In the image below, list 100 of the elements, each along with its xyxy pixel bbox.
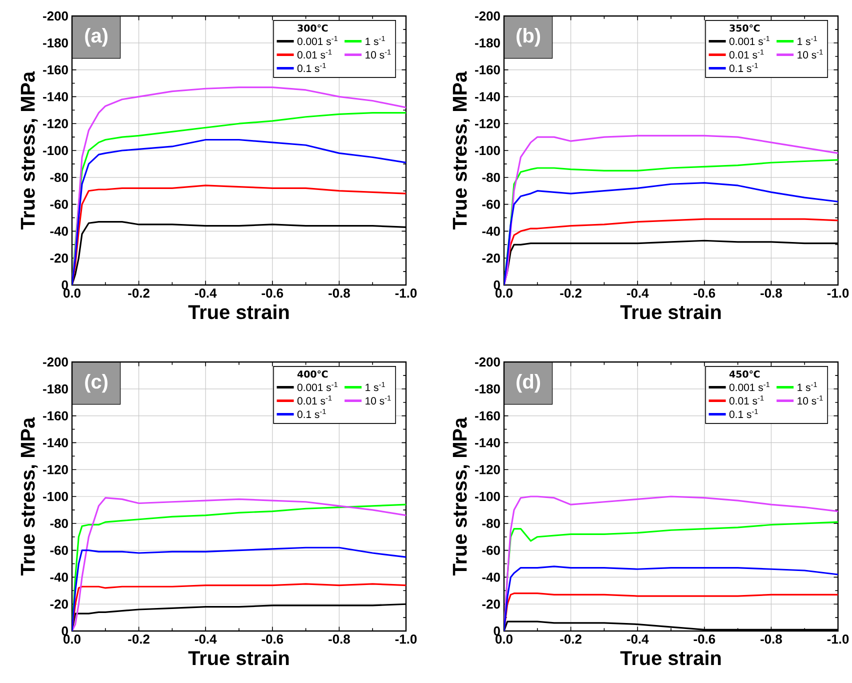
y-tick-label: -200 bbox=[475, 357, 500, 367]
y-tick-label: -100 bbox=[43, 492, 68, 502]
x-axis-title: True strain bbox=[620, 304, 721, 320]
annotation: (b) bbox=[516, 28, 540, 47]
legend-label: 0.1 s$^{-1}$ bbox=[729, 408, 758, 418]
y-tick-label: -100 bbox=[43, 146, 68, 156]
legend-label: 1 s$^{-1}$ bbox=[798, 36, 817, 46]
legend-label: 0.01 s$^{-1}$ bbox=[297, 49, 332, 59]
x-tick-label: -0.4 bbox=[194, 634, 217, 644]
y-tick-label: -180 bbox=[475, 38, 500, 48]
x-tick-label: -0.8 bbox=[760, 288, 782, 298]
x-tick-label: 0.0 bbox=[496, 634, 512, 644]
y-tick-label: 0 bbox=[494, 626, 500, 636]
legend-label: 0.1 s$^{-1}$ bbox=[297, 408, 326, 418]
y-tick-label: -80 bbox=[50, 172, 68, 182]
legend-label: 10 s$^{-1}$ bbox=[366, 395, 391, 405]
y-tick-label: -80 bbox=[482, 518, 500, 528]
x-axis-title: True strain bbox=[188, 650, 289, 666]
x-tick-label: -1.0 bbox=[827, 288, 849, 298]
y-tick-label: -180 bbox=[43, 38, 68, 48]
legend-label: 1 s$^{-1}$ bbox=[366, 382, 385, 392]
y-tick-label: -160 bbox=[475, 65, 500, 74]
x-tick-label: -0.2 bbox=[128, 288, 150, 298]
y-tick-label: -140 bbox=[43, 438, 68, 448]
x-tick-label: -1.0 bbox=[395, 634, 417, 644]
legend-title: 300℃ bbox=[298, 24, 328, 32]
annotation: (d) bbox=[516, 374, 540, 393]
legend-label: 0.001 s$^{-1}$ bbox=[297, 382, 338, 392]
x-tick-label: -0.4 bbox=[626, 634, 649, 644]
y-tick-label: -60 bbox=[482, 200, 500, 209]
y-tick-label: 0 bbox=[62, 280, 68, 290]
legend-label: 0.001 s$^{-1}$ bbox=[729, 36, 770, 46]
y-tick-label: -20 bbox=[482, 254, 500, 263]
y-tick-label: -160 bbox=[43, 65, 68, 74]
y-tick-label: -60 bbox=[482, 546, 500, 555]
legend-label: 10 s$^{-1}$ bbox=[366, 49, 391, 59]
legend-label: 0.01 s$^{-1}$ bbox=[297, 395, 332, 405]
y-tick-label: -160 bbox=[475, 411, 500, 420]
x-tick-label: -0.4 bbox=[626, 288, 649, 298]
y-tick-label: -140 bbox=[475, 92, 500, 102]
y-tick-label: -200 bbox=[475, 11, 500, 21]
y-tick-label: -60 bbox=[50, 546, 68, 555]
y-tick-label: -40 bbox=[482, 226, 500, 236]
x-tick-label: -0.2 bbox=[128, 634, 150, 644]
y-tick-label: -20 bbox=[50, 600, 68, 609]
x-tick-label: -0.6 bbox=[262, 634, 284, 644]
y-tick-label: -120 bbox=[475, 119, 500, 128]
y-tick-label: -180 bbox=[475, 384, 500, 394]
x-tick-label: -0.6 bbox=[262, 288, 284, 298]
x-tick-label: 0.0 bbox=[496, 288, 512, 298]
y-axis-title: True stress, MPa bbox=[20, 71, 38, 230]
y-tick-label: -100 bbox=[475, 146, 500, 156]
y-axis-title: True stress, MPa bbox=[452, 71, 470, 230]
y-tick-label: -200 bbox=[43, 11, 68, 21]
y-tick-label: -20 bbox=[482, 600, 500, 609]
y-tick-label: -180 bbox=[43, 384, 68, 394]
y-tick-label: -120 bbox=[43, 119, 68, 128]
legend-title: 400℃ bbox=[297, 370, 328, 378]
legend-label: 0.01 s$^{-1}$ bbox=[729, 395, 764, 405]
y-tick-label: 0 bbox=[62, 626, 68, 636]
x-tick-label: -1.0 bbox=[395, 288, 417, 298]
x-tick-label: -0.8 bbox=[760, 634, 782, 644]
legend-label: 10 s$^{-1}$ bbox=[798, 395, 823, 405]
y-tick-label: -120 bbox=[475, 465, 500, 474]
legend-label: 1 s$^{-1}$ bbox=[798, 382, 817, 392]
x-tick-label: -0.4 bbox=[194, 288, 217, 298]
x-tick-label: -0.6 bbox=[694, 288, 716, 298]
legend-label: 0.1 s$^{-1}$ bbox=[729, 62, 758, 72]
x-tick-label: -0.8 bbox=[328, 634, 350, 644]
y-tick-label: -140 bbox=[475, 438, 500, 448]
y-tick-label: -20 bbox=[50, 254, 68, 263]
x-tick-label: -0.2 bbox=[560, 634, 582, 644]
legend-label: 10 s$^{-1}$ bbox=[798, 49, 823, 59]
y-axis-title: True stress, MPa bbox=[452, 417, 470, 576]
y-tick-label: -80 bbox=[482, 172, 500, 182]
x-tick-label: -0.6 bbox=[694, 634, 716, 644]
legend-label: 0.001 s$^{-1}$ bbox=[297, 36, 338, 46]
legend-label: 1 s$^{-1}$ bbox=[366, 36, 385, 46]
x-tick-label: -0.8 bbox=[328, 288, 350, 298]
y-tick-label: -160 bbox=[43, 411, 68, 420]
y-axis-title: True stress, MPa bbox=[20, 417, 38, 576]
x-axis-title: True strain bbox=[620, 650, 721, 666]
legend-label: 0.1 s$^{-1}$ bbox=[297, 62, 326, 72]
x-tick-label: 0.0 bbox=[64, 288, 80, 298]
x-axis-title: True strain bbox=[188, 304, 289, 320]
line-series bbox=[504, 182, 838, 286]
y-tick-label: -120 bbox=[43, 465, 68, 474]
line-series bbox=[72, 138, 406, 286]
legend-label: 0.01 s$^{-1}$ bbox=[729, 49, 764, 59]
y-tick-label: -100 bbox=[475, 492, 500, 502]
y-tick-label: 0 bbox=[494, 280, 500, 290]
y-tick-label: -200 bbox=[43, 357, 68, 367]
legend-title: 350℃ bbox=[730, 24, 760, 32]
y-tick-label: -40 bbox=[50, 226, 68, 236]
legend-title: 450℃ bbox=[729, 370, 760, 378]
x-tick-label: 0.0 bbox=[64, 634, 80, 644]
annotation: (a) bbox=[85, 28, 108, 47]
legend-label: 0.001 s$^{-1}$ bbox=[729, 382, 770, 392]
y-tick-label: -60 bbox=[50, 200, 68, 209]
y-tick-label: -40 bbox=[482, 572, 500, 582]
